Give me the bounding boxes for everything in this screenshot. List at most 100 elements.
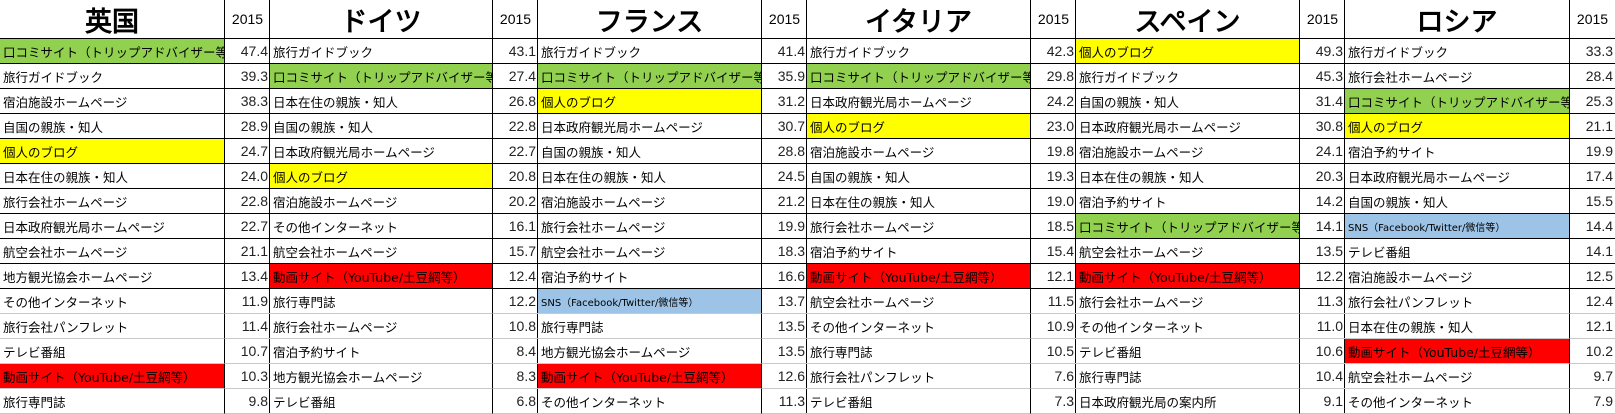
source-label-cell[interactable]: 日本政府観光局ホームページ [0, 214, 225, 239]
percentage-value-cell[interactable]: 15.4 [1031, 239, 1076, 264]
source-label-cell[interactable]: 自国の親族・知人 [0, 114, 225, 139]
source-label-cell[interactable]: 旅行ガイドブック [0, 64, 225, 89]
percentage-value-cell[interactable]: 11.3 [1300, 289, 1345, 314]
source-label-cell[interactable]: 日本政府観光局ホームページ [538, 114, 762, 139]
source-label-cell[interactable]: 動画サイト（YouTube/土豆網等） [807, 264, 1031, 289]
percentage-value-cell[interactable]: 13.7 [762, 289, 807, 314]
percentage-value-cell[interactable]: 18.3 [762, 239, 807, 264]
source-label-cell[interactable]: 口コミサイト（トリップアドバイザー等） [538, 64, 762, 89]
source-label-cell[interactable]: 旅行ガイドブック [1345, 39, 1570, 64]
source-label-cell[interactable]: 旅行ガイドブック [270, 39, 493, 64]
source-label-cell[interactable]: 宿泊予約サイト [807, 239, 1031, 264]
percentage-value-cell[interactable]: 22.8 [225, 189, 270, 214]
percentage-value-cell[interactable]: 11.5 [1031, 289, 1076, 314]
percentage-value-cell[interactable]: 11.4 [225, 314, 270, 339]
percentage-value-cell[interactable]: 19.9 [1570, 139, 1615, 164]
source-label-cell[interactable]: 旅行専門誌 [1076, 364, 1300, 389]
source-label-cell[interactable]: 宿泊予約サイト [270, 339, 493, 364]
source-label-cell[interactable]: 動画サイト（YouTube/土豆網等） [1076, 264, 1300, 289]
source-label-cell[interactable]: 口コミサイト（トリップアドバイザー等） [0, 39, 225, 64]
source-label-cell[interactable]: 旅行会社ホームページ [538, 214, 762, 239]
percentage-value-cell[interactable]: 12.2 [493, 289, 538, 314]
source-label-cell[interactable]: テレビ番組 [0, 339, 225, 364]
source-label-cell[interactable]: 地方観光協会ホームページ [0, 264, 225, 289]
source-label-cell[interactable]: 宿泊予約サイト [1076, 189, 1300, 214]
source-label-cell[interactable]: 旅行専門誌 [0, 389, 225, 414]
percentage-value-cell[interactable]: 20.2 [493, 189, 538, 214]
source-label-cell[interactable]: その他インターネット [807, 314, 1031, 339]
percentage-value-cell[interactable]: 22.8 [493, 114, 538, 139]
percentage-value-cell[interactable]: 13.5 [762, 314, 807, 339]
percentage-value-cell[interactable]: 26.8 [493, 89, 538, 114]
percentage-value-cell[interactable]: 27.4 [493, 64, 538, 89]
percentage-value-cell[interactable]: 10.2 [1570, 339, 1615, 364]
percentage-value-cell[interactable]: 14.2 [1300, 189, 1345, 214]
country-header[interactable]: 英国 [0, 0, 225, 39]
source-label-cell[interactable]: テレビ番組 [1076, 339, 1300, 364]
percentage-value-cell[interactable]: 7.6 [1031, 364, 1076, 389]
source-label-cell[interactable]: 旅行ガイドブック [807, 39, 1031, 64]
percentage-value-cell[interactable]: 21.1 [225, 239, 270, 264]
percentage-value-cell[interactable]: 9.7 [1570, 364, 1615, 389]
percentage-value-cell[interactable]: 7.9 [1570, 389, 1615, 414]
percentage-value-cell[interactable]: 10.5 [1031, 339, 1076, 364]
percentage-value-cell[interactable]: 30.8 [1300, 114, 1345, 139]
percentage-value-cell[interactable]: 38.3 [225, 89, 270, 114]
percentage-value-cell[interactable]: 30.7 [762, 114, 807, 139]
percentage-value-cell[interactable]: 7.3 [1031, 389, 1076, 414]
source-label-cell[interactable]: 個人のブログ [270, 164, 493, 189]
percentage-value-cell[interactable]: 6.8 [493, 389, 538, 414]
source-label-cell[interactable]: 航空会社ホームページ [0, 239, 225, 264]
source-label-cell[interactable]: 航空会社ホームページ [538, 239, 762, 264]
percentage-value-cell[interactable]: 41.4 [762, 39, 807, 64]
country-header[interactable]: フランス [538, 0, 762, 39]
year-header[interactable]: 2015 [1300, 0, 1345, 39]
percentage-value-cell[interactable]: 14.1 [1570, 239, 1615, 264]
source-label-cell[interactable]: 旅行専門誌 [538, 314, 762, 339]
source-label-cell[interactable]: 旅行会社ホームページ [1076, 289, 1300, 314]
source-label-cell[interactable]: 自国の親族・知人 [807, 164, 1031, 189]
percentage-value-cell[interactable]: 20.8 [493, 164, 538, 189]
source-label-cell[interactable]: 個人のブログ [0, 139, 225, 164]
source-label-cell[interactable]: その他インターネット [538, 389, 762, 414]
percentage-value-cell[interactable]: 22.7 [493, 139, 538, 164]
source-label-cell[interactable]: 口コミサイト（トリップアドバイザー等） [1076, 214, 1300, 239]
percentage-value-cell[interactable]: 10.4 [1300, 364, 1345, 389]
percentage-value-cell[interactable]: 19.9 [762, 214, 807, 239]
source-label-cell[interactable]: 航空会社ホームページ [1345, 364, 1570, 389]
source-label-cell[interactable]: SNS（Facebook/Twitter/微信等） [1345, 214, 1570, 239]
percentage-value-cell[interactable]: 47.4 [225, 39, 270, 64]
percentage-value-cell[interactable]: 12.1 [1031, 264, 1076, 289]
percentage-value-cell[interactable]: 24.0 [225, 164, 270, 189]
year-header[interactable]: 2015 [225, 0, 270, 39]
year-header[interactable]: 2015 [493, 0, 538, 39]
source-label-cell[interactable]: 動画サイト（YouTube/土豆網等） [538, 364, 762, 389]
country-header[interactable]: ロシア [1345, 0, 1570, 39]
percentage-value-cell[interactable]: 10.3 [225, 364, 270, 389]
percentage-value-cell[interactable]: 8.4 [493, 339, 538, 364]
country-header[interactable]: ドイツ [270, 0, 493, 39]
percentage-value-cell[interactable]: 22.7 [225, 214, 270, 239]
source-label-cell[interactable]: 宿泊予約サイト [1345, 139, 1570, 164]
source-label-cell[interactable]: 動画サイト（YouTube/土豆網等） [0, 364, 225, 389]
percentage-value-cell[interactable]: 39.3 [225, 64, 270, 89]
percentage-value-cell[interactable]: 12.4 [1570, 289, 1615, 314]
source-label-cell[interactable]: 航空会社ホームページ [1076, 239, 1300, 264]
source-label-cell[interactable]: その他インターネット [1345, 389, 1570, 414]
source-label-cell[interactable]: 宿泊施設ホームページ [270, 189, 493, 214]
source-label-cell[interactable]: 旅行会社パンフレット [1345, 289, 1570, 314]
percentage-value-cell[interactable]: 33.3 [1570, 39, 1615, 64]
source-label-cell[interactable]: 航空会社ホームページ [270, 239, 493, 264]
percentage-value-cell[interactable]: 31.4 [1300, 89, 1345, 114]
percentage-value-cell[interactable]: 49.3 [1300, 39, 1345, 64]
percentage-value-cell[interactable]: 19.0 [1031, 189, 1076, 214]
percentage-value-cell[interactable]: 16.1 [493, 214, 538, 239]
percentage-value-cell[interactable]: 15.5 [1570, 189, 1615, 214]
year-header[interactable]: 2015 [762, 0, 807, 39]
source-label-cell[interactable]: 日本政府観光局ホームページ [1076, 114, 1300, 139]
source-label-cell[interactable]: 自国の親族・知人 [1076, 89, 1300, 114]
source-label-cell[interactable]: 旅行ガイドブック [1076, 64, 1300, 89]
source-label-cell[interactable]: 旅行会社ホームページ [1345, 64, 1570, 89]
percentage-value-cell[interactable]: 11.3 [762, 389, 807, 414]
source-label-cell[interactable]: その他インターネット [270, 214, 493, 239]
